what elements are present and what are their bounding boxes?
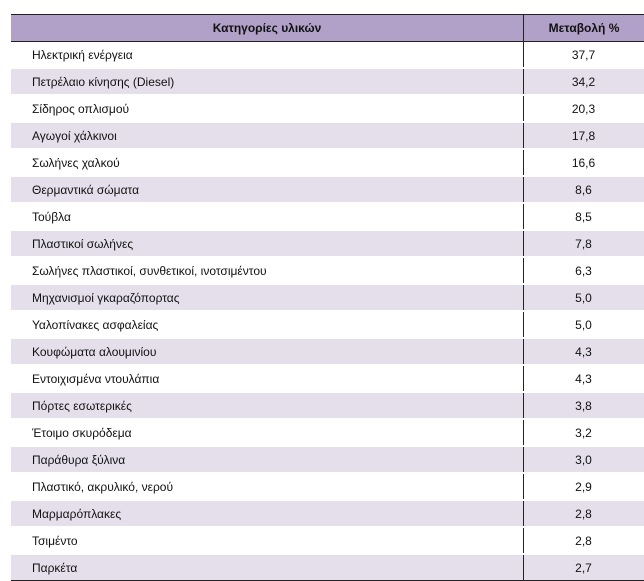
category-cell: Σίδηρος οπλισμού xyxy=(11,95,524,122)
change-percent-cell: 6,3 xyxy=(524,257,644,284)
category-cell: Αγωγοί χάλκινοι xyxy=(11,122,524,149)
change-percent-cell: 2,7 xyxy=(524,554,644,581)
category-cell: Πόρτες εσωτερικές xyxy=(11,392,524,419)
change-percent-cell: 7,8 xyxy=(524,230,644,257)
category-cell: Μαρμαρόπλακες xyxy=(11,500,524,527)
materials-price-change-table: Κατηγορίες υλικών Μεταβολή % Ηλεκτρική ε… xyxy=(11,14,644,581)
header-category: Κατηγορίες υλικών xyxy=(11,15,524,42)
change-percent-cell: 2,8 xyxy=(524,500,644,527)
change-percent-cell: 8,5 xyxy=(524,203,644,230)
category-cell: Παράθυρα ξύλινα xyxy=(11,446,524,473)
category-cell: Θερμαντικά σώματα xyxy=(11,176,524,203)
category-cell: Τούβλα xyxy=(11,203,524,230)
change-percent-cell: 20,3 xyxy=(524,95,644,122)
category-cell: Σωλήνες χαλκού xyxy=(11,149,524,176)
change-percent-cell: 4,3 xyxy=(524,338,644,365)
category-cell: Ηλεκτρική ενέργεια xyxy=(11,42,524,69)
category-cell: Σωλήνες πλαστικοί, συνθετικοί, ινοτσιμέν… xyxy=(11,257,524,284)
category-cell: Μηχανισμοί γκαραζόπορτας xyxy=(11,284,524,311)
change-percent-cell: 3,8 xyxy=(524,392,644,419)
category-cell: Πλαστικό, ακρυλικό, νερού xyxy=(11,473,524,500)
change-percent-cell: 3,2 xyxy=(524,419,644,446)
table-row: Πετρέλαιο κίνησης (Diesel)34,2 xyxy=(11,68,644,95)
change-percent-cell: 17,8 xyxy=(524,122,644,149)
header-change-percent: Μεταβολή % xyxy=(524,15,644,42)
change-percent-cell: 4,3 xyxy=(524,365,644,392)
change-percent-cell: 37,7 xyxy=(524,42,644,69)
category-cell: Πετρέλαιο κίνησης (Diesel) xyxy=(11,68,524,95)
change-percent-cell: 34,2 xyxy=(524,68,644,95)
change-percent-cell: 2,8 xyxy=(524,527,644,554)
category-cell: Εντοιχισμένα ντουλάπια xyxy=(11,365,524,392)
change-percent-cell: 2,9 xyxy=(524,473,644,500)
category-cell: Κουφώματα αλουμινίου xyxy=(11,338,524,365)
header-row: Κατηγορίες υλικών Μεταβολή % xyxy=(11,15,644,42)
category-cell: Τσιμέντο xyxy=(11,527,524,554)
change-percent-cell: 8,6 xyxy=(524,176,644,203)
change-percent-cell: 5,0 xyxy=(524,284,644,311)
change-percent-cell: 16,6 xyxy=(524,149,644,176)
change-percent-cell: 3,0 xyxy=(524,446,644,473)
category-cell: Υαλοπίνακες ασφαλείας xyxy=(11,311,524,338)
category-cell: Έτοιμο σκυρόδεμα xyxy=(11,419,524,446)
category-cell: Παρκέτα xyxy=(11,554,524,581)
table-row: Σωλήνες πλαστικοί, συνθετικοί, ινοτσιμέν… xyxy=(11,257,644,284)
category-cell: Πλαστικοί σωλήνες xyxy=(11,230,524,257)
change-percent-cell: 5,0 xyxy=(524,311,644,338)
